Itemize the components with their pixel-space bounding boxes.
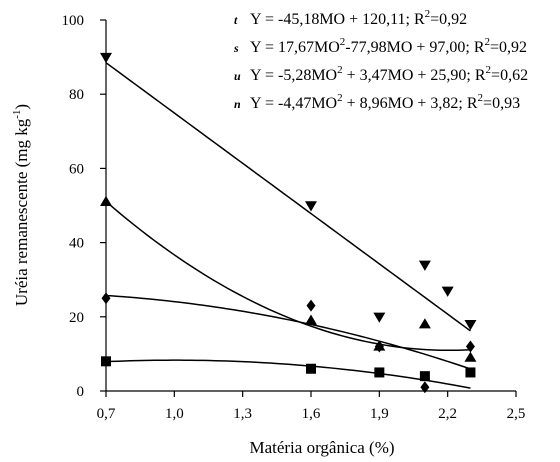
data-points (100, 52, 477, 394)
eq4-r2-sup: 2 (478, 92, 484, 104)
legend-symbol-1: t (234, 13, 238, 27)
data-point-triangle-down (373, 312, 386, 323)
eq2-sup: 2 (340, 36, 346, 48)
regression-curves (105, 62, 471, 389)
eq3-rest: + 3,47MO + 25,90; R (343, 67, 486, 84)
data-point-triangle-up (305, 314, 317, 325)
eq4-sup: 2 (337, 92, 343, 104)
data-point-square (374, 367, 385, 378)
regression-curve-2 (105, 200, 471, 352)
x-tick-label: 0,7 (97, 406, 116, 422)
y-tick-label: 60 (69, 161, 84, 177)
eq2-rest: -77,98MO + 97,00; R (345, 39, 485, 56)
data-point-square (101, 356, 111, 367)
regression-curve-4 (105, 359, 471, 389)
eq2-r2-sup: 2 (485, 36, 491, 48)
eq3-r2-value: =0,62 (491, 67, 528, 84)
y-tick-label: 0 (77, 384, 85, 400)
eq1-r2-value: =0,92 (430, 11, 467, 28)
data-point-triangle-down (418, 260, 431, 271)
legend-equation-2: Y = 17,67MO2-77,98MO + 97,00; R2=0,92 (250, 36, 527, 56)
data-point-triangle-down (464, 320, 477, 331)
data-point-triangle-up (464, 351, 477, 362)
tick-labels: 0,7 1,0 1,3 1,6 1,9 2,2 2,5 0 20 40 60 80 100 (62, 13, 526, 422)
x-axis-title: Matéria orgânica (%) (249, 438, 394, 457)
x-tick-label: 1,9 (370, 406, 389, 422)
x-tick-label: 1,0 (165, 406, 184, 422)
data-point-square (465, 367, 476, 378)
eq1-main: Y = -45,18MO + 120,11; R (250, 11, 425, 28)
eq3-sup: 2 (337, 64, 343, 76)
eq3-main: Y = -5,28MO (250, 67, 337, 84)
x-tick-label: 1,6 (302, 406, 321, 422)
eq4-rest: + 8,96MO + 3,82; R (343, 95, 478, 112)
legend-symbol-3: u (234, 69, 241, 83)
data-point-square (419, 371, 430, 382)
axes (100, 19, 517, 397)
data-point-triangle-down (100, 52, 112, 64)
regression-curve-3 (105, 294, 471, 370)
data-point-diamond (374, 340, 384, 353)
y-tick-label: 80 (69, 87, 84, 103)
y-tick-label: 40 (69, 236, 84, 252)
x-tick-label: 2,5 (507, 406, 526, 422)
x-tick-label: 2,2 (438, 406, 457, 422)
regression-curve-1 (105, 62, 471, 332)
y-tick-label: 20 (69, 310, 84, 326)
data-point-triangle-up (100, 195, 112, 206)
legend-equation-3: Y = -5,28MO2 + 3,47MO + 25,90; R2=0,62 (250, 64, 528, 84)
legend-symbol-2: s (233, 41, 239, 55)
y-axis-title-text: Uréia remanescente (mg kg (12, 118, 31, 306)
legend: t Y = -45,18MO + 120,11; R2=0,92 s Y = 1… (233, 8, 528, 112)
y-axis-title: Uréia remanescente (mg kg-1) (11, 104, 31, 306)
y-axis-title-close: ) (12, 104, 31, 110)
eq1-r2-sup: 2 (425, 8, 431, 20)
data-point-triangle-up (418, 318, 431, 329)
legend-equation-1: Y = -45,18MO + 120,11; R2=0,92 (250, 8, 467, 28)
eq2-main: Y = 17,67MO (250, 39, 340, 56)
data-point-square (306, 363, 316, 374)
data-point-diamond (420, 381, 430, 394)
eq4-main: Y = -4,47MO (250, 95, 337, 112)
x-tick-label: 1,3 (233, 406, 252, 422)
data-point-diamond (306, 299, 316, 312)
eq4-r2-value: =0,93 (483, 95, 520, 112)
eq3-r2-sup: 2 (486, 64, 492, 76)
legend-symbol-4: n (234, 97, 241, 111)
data-point-diamond (101, 292, 111, 305)
data-point-triangle-down (441, 286, 454, 297)
legend-equation-4: Y = -4,47MO2 + 8,96MO + 3,82; R2=0,93 (250, 92, 520, 112)
eq2-r2-value: =0,92 (490, 39, 527, 56)
y-tick-label: 100 (62, 13, 85, 29)
data-point-diamond (465, 340, 475, 353)
data-point-triangle-down (305, 201, 317, 212)
y-axis-title-sup: -1 (11, 110, 23, 119)
